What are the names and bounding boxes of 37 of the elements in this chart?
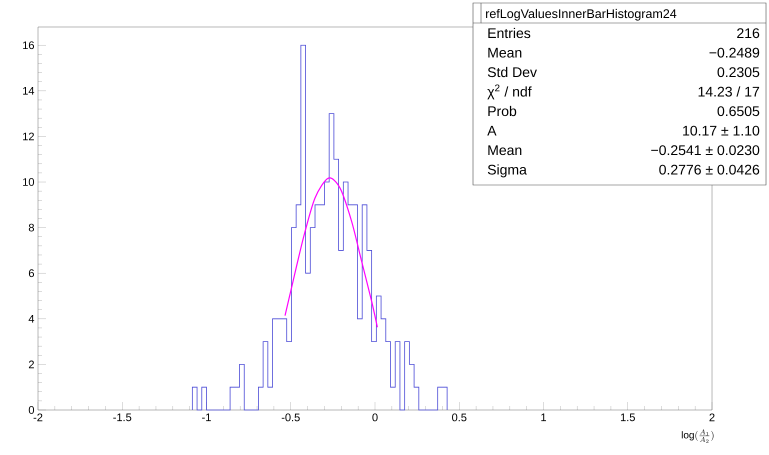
x-tick-label: -2 — [34, 414, 42, 422]
x-tick-label: 1.5 — [620, 414, 635, 422]
y-tick-label: 2 — [28, 360, 34, 368]
text: 0.6505 — [718, 106, 760, 116]
text: 0.2305 — [718, 67, 760, 78]
x-tick-label: -1.5 — [113, 414, 132, 422]
annotation: Mean — [488, 48, 522, 58]
y-tick-label: 8 — [28, 224, 34, 232]
annotation: 10.17 ± 1.10 — [683, 126, 760, 136]
annotation: 14.23 / 17 — [698, 86, 760, 97]
annotation: Prob — [488, 106, 516, 116]
annotation: Std Dev — [488, 66, 537, 78]
x-axis-title: $\log(\frac{A_{1}}{A_{2}})$ — [682, 429, 714, 443]
x-tick-label: 0.5 — [452, 414, 466, 422]
annotation: A — [487, 126, 497, 136]
annotation: Mean — [488, 145, 522, 156]
y-tick-label: 14 — [23, 87, 34, 95]
annotation: Sigma — [488, 164, 527, 178]
annotation: χ$^{2}$ / ndf — [487, 84, 532, 100]
x-tick-label: -1 — [202, 414, 211, 422]
y-tick-label: 6 — [28, 269, 34, 278]
y-tick-label: 0 — [28, 406, 34, 414]
annotation: −0.2541 ± 0.0230 — [651, 145, 760, 156]
y-tick-label: 4 — [28, 315, 34, 323]
text: 216 — [737, 28, 760, 38]
y-tick-label: 10 — [23, 178, 34, 186]
x-tick-label: 2 — [709, 414, 715, 422]
y-tick-label: 16 — [23, 41, 34, 50]
annotation: 0.2776 ± 0.0426 — [659, 164, 760, 175]
line-series — [284, 178, 378, 328]
x-tick-label: 0 — [372, 414, 378, 422]
text: refLogValuesInnerBarHistogram24 — [486, 8, 676, 21]
annotation: −0.2489 — [710, 48, 760, 58]
x-tick-label: 1 — [541, 414, 546, 422]
y-tick-label: 12 — [23, 132, 34, 140]
annotation: Entries — [488, 28, 530, 38]
x-tick-label: -0.5 — [282, 414, 300, 422]
